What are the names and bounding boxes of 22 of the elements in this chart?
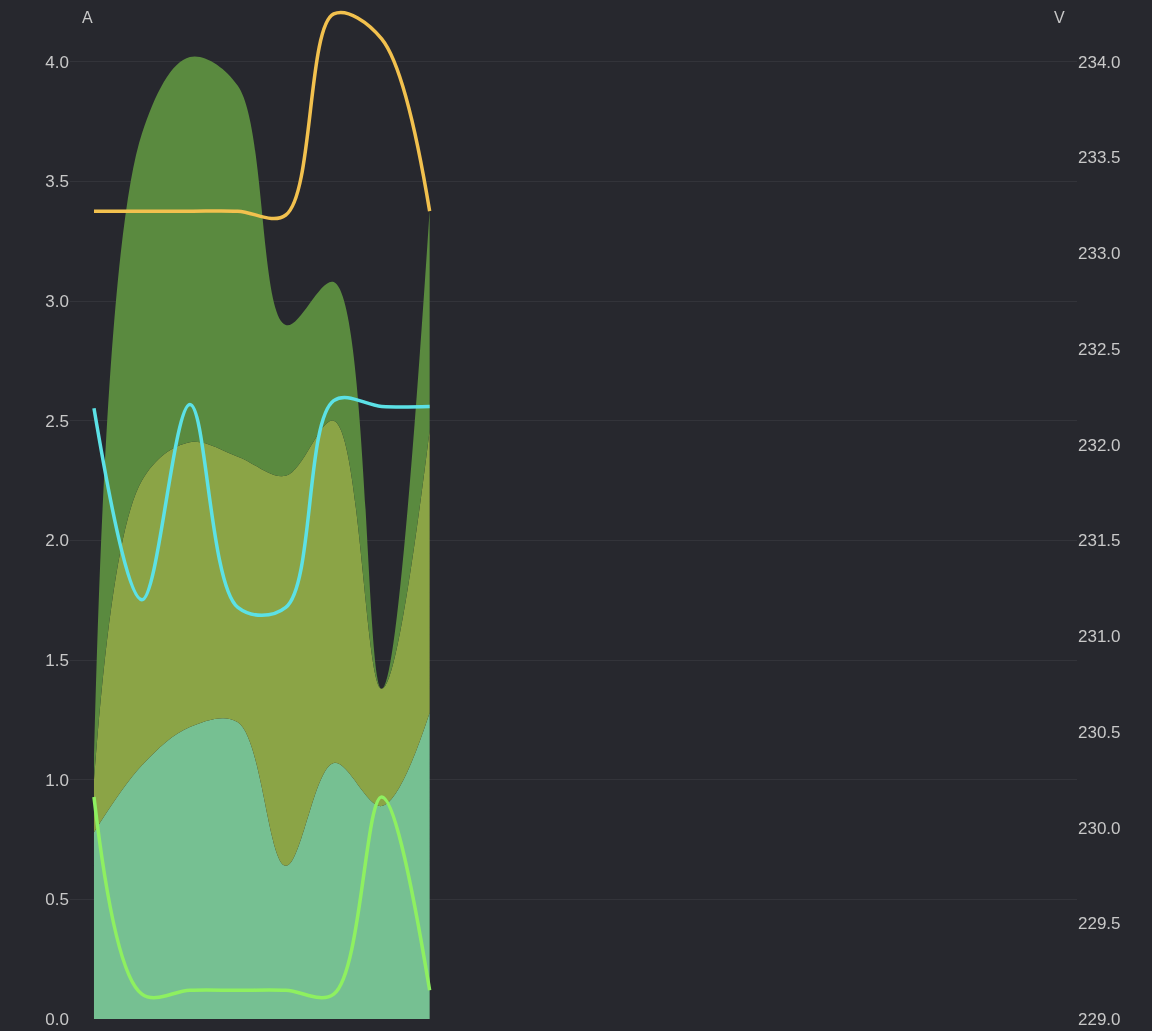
y2-tick-label: 232.0 (1078, 435, 1121, 455)
y-tick-label: 1.0 (45, 770, 69, 790)
y2-tick-label: 233.5 (1078, 148, 1121, 168)
y-tick-label: 0.0 (45, 1009, 69, 1029)
y2-tick-label: 230.0 (1078, 818, 1121, 838)
y-tick-label: 2.5 (45, 411, 69, 431)
y-tick-label: 1.5 (45, 651, 69, 671)
y2-tick-label: 231.0 (1078, 627, 1121, 647)
y-tick-label: 4.0 (45, 52, 69, 72)
y2-axis-title: V (1054, 9, 1065, 26)
y-axis-title: A (82, 9, 93, 26)
y2-tick-label: 232.5 (1078, 339, 1121, 359)
y2-tick-label: 231.5 (1078, 531, 1121, 551)
y2-tick-label: 229.0 (1078, 1009, 1121, 1029)
y-tick-label: 0.5 (45, 890, 69, 910)
y2-tick-label: 233.0 (1078, 244, 1121, 264)
y-tick-label: 3.0 (45, 292, 69, 312)
y2-tick-label: 229.5 (1078, 914, 1121, 934)
y-tick-label: 2.0 (45, 531, 69, 551)
y2-tick-label: 234.0 (1078, 52, 1121, 72)
y-tick-label: 3.5 (45, 172, 69, 192)
y2-tick-label: 230.5 (1078, 722, 1121, 742)
